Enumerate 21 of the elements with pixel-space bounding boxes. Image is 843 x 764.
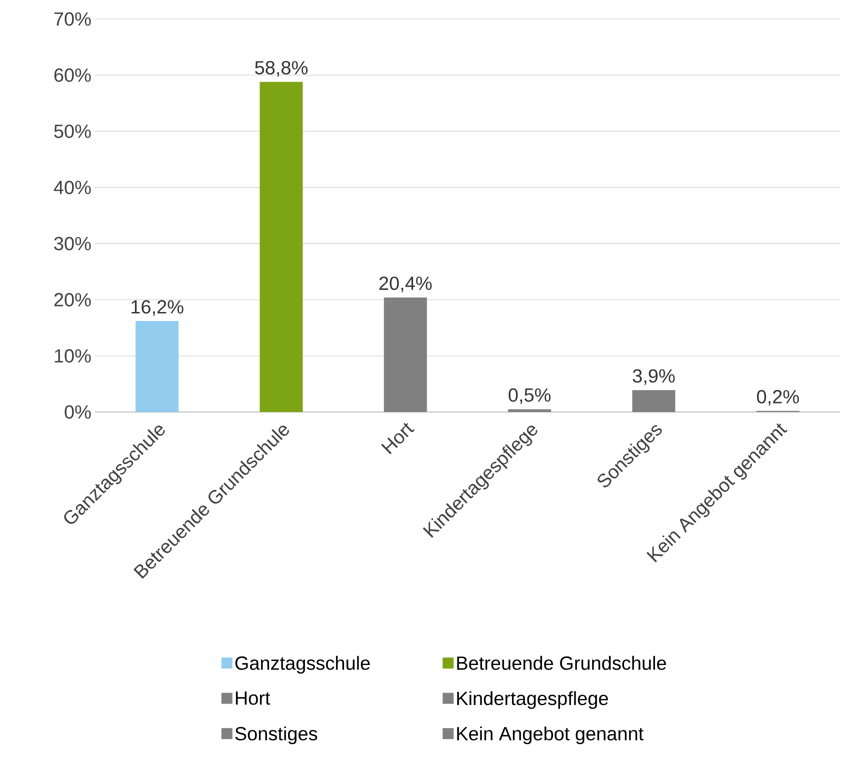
legend-label: Ganztagsschule <box>235 656 370 674</box>
y-tick-label: 0% <box>64 405 91 419</box>
data-label: 3,9% <box>632 369 675 385</box>
y-tick-label: 30% <box>54 236 91 250</box>
legend-label: Hort <box>236 692 270 705</box>
data-label: 0,2% <box>757 390 799 406</box>
y-tick-label: 50% <box>54 124 91 138</box>
y-tick-label: 40% <box>54 180 91 194</box>
legend-label: Sonstiges <box>235 726 318 744</box>
data-label: 16,2% <box>132 300 184 316</box>
legend-label: Betreuende Grundschule <box>457 656 666 670</box>
y-tick-label: 60% <box>54 68 91 82</box>
legend-label: Kein Angebot genannt <box>457 726 644 744</box>
data-label: 0,5% <box>508 388 551 404</box>
y-tick-label: 20% <box>54 292 91 306</box>
y-tick-label: 70% <box>54 12 91 26</box>
y-tick-label: 10% <box>54 349 91 363</box>
x-tick-label: Hort <box>381 422 414 454</box>
data-label: 20,4% <box>379 276 432 292</box>
legend-label: Kindertagespflege <box>457 691 608 709</box>
data-label: 58,8% <box>255 60 308 77</box>
